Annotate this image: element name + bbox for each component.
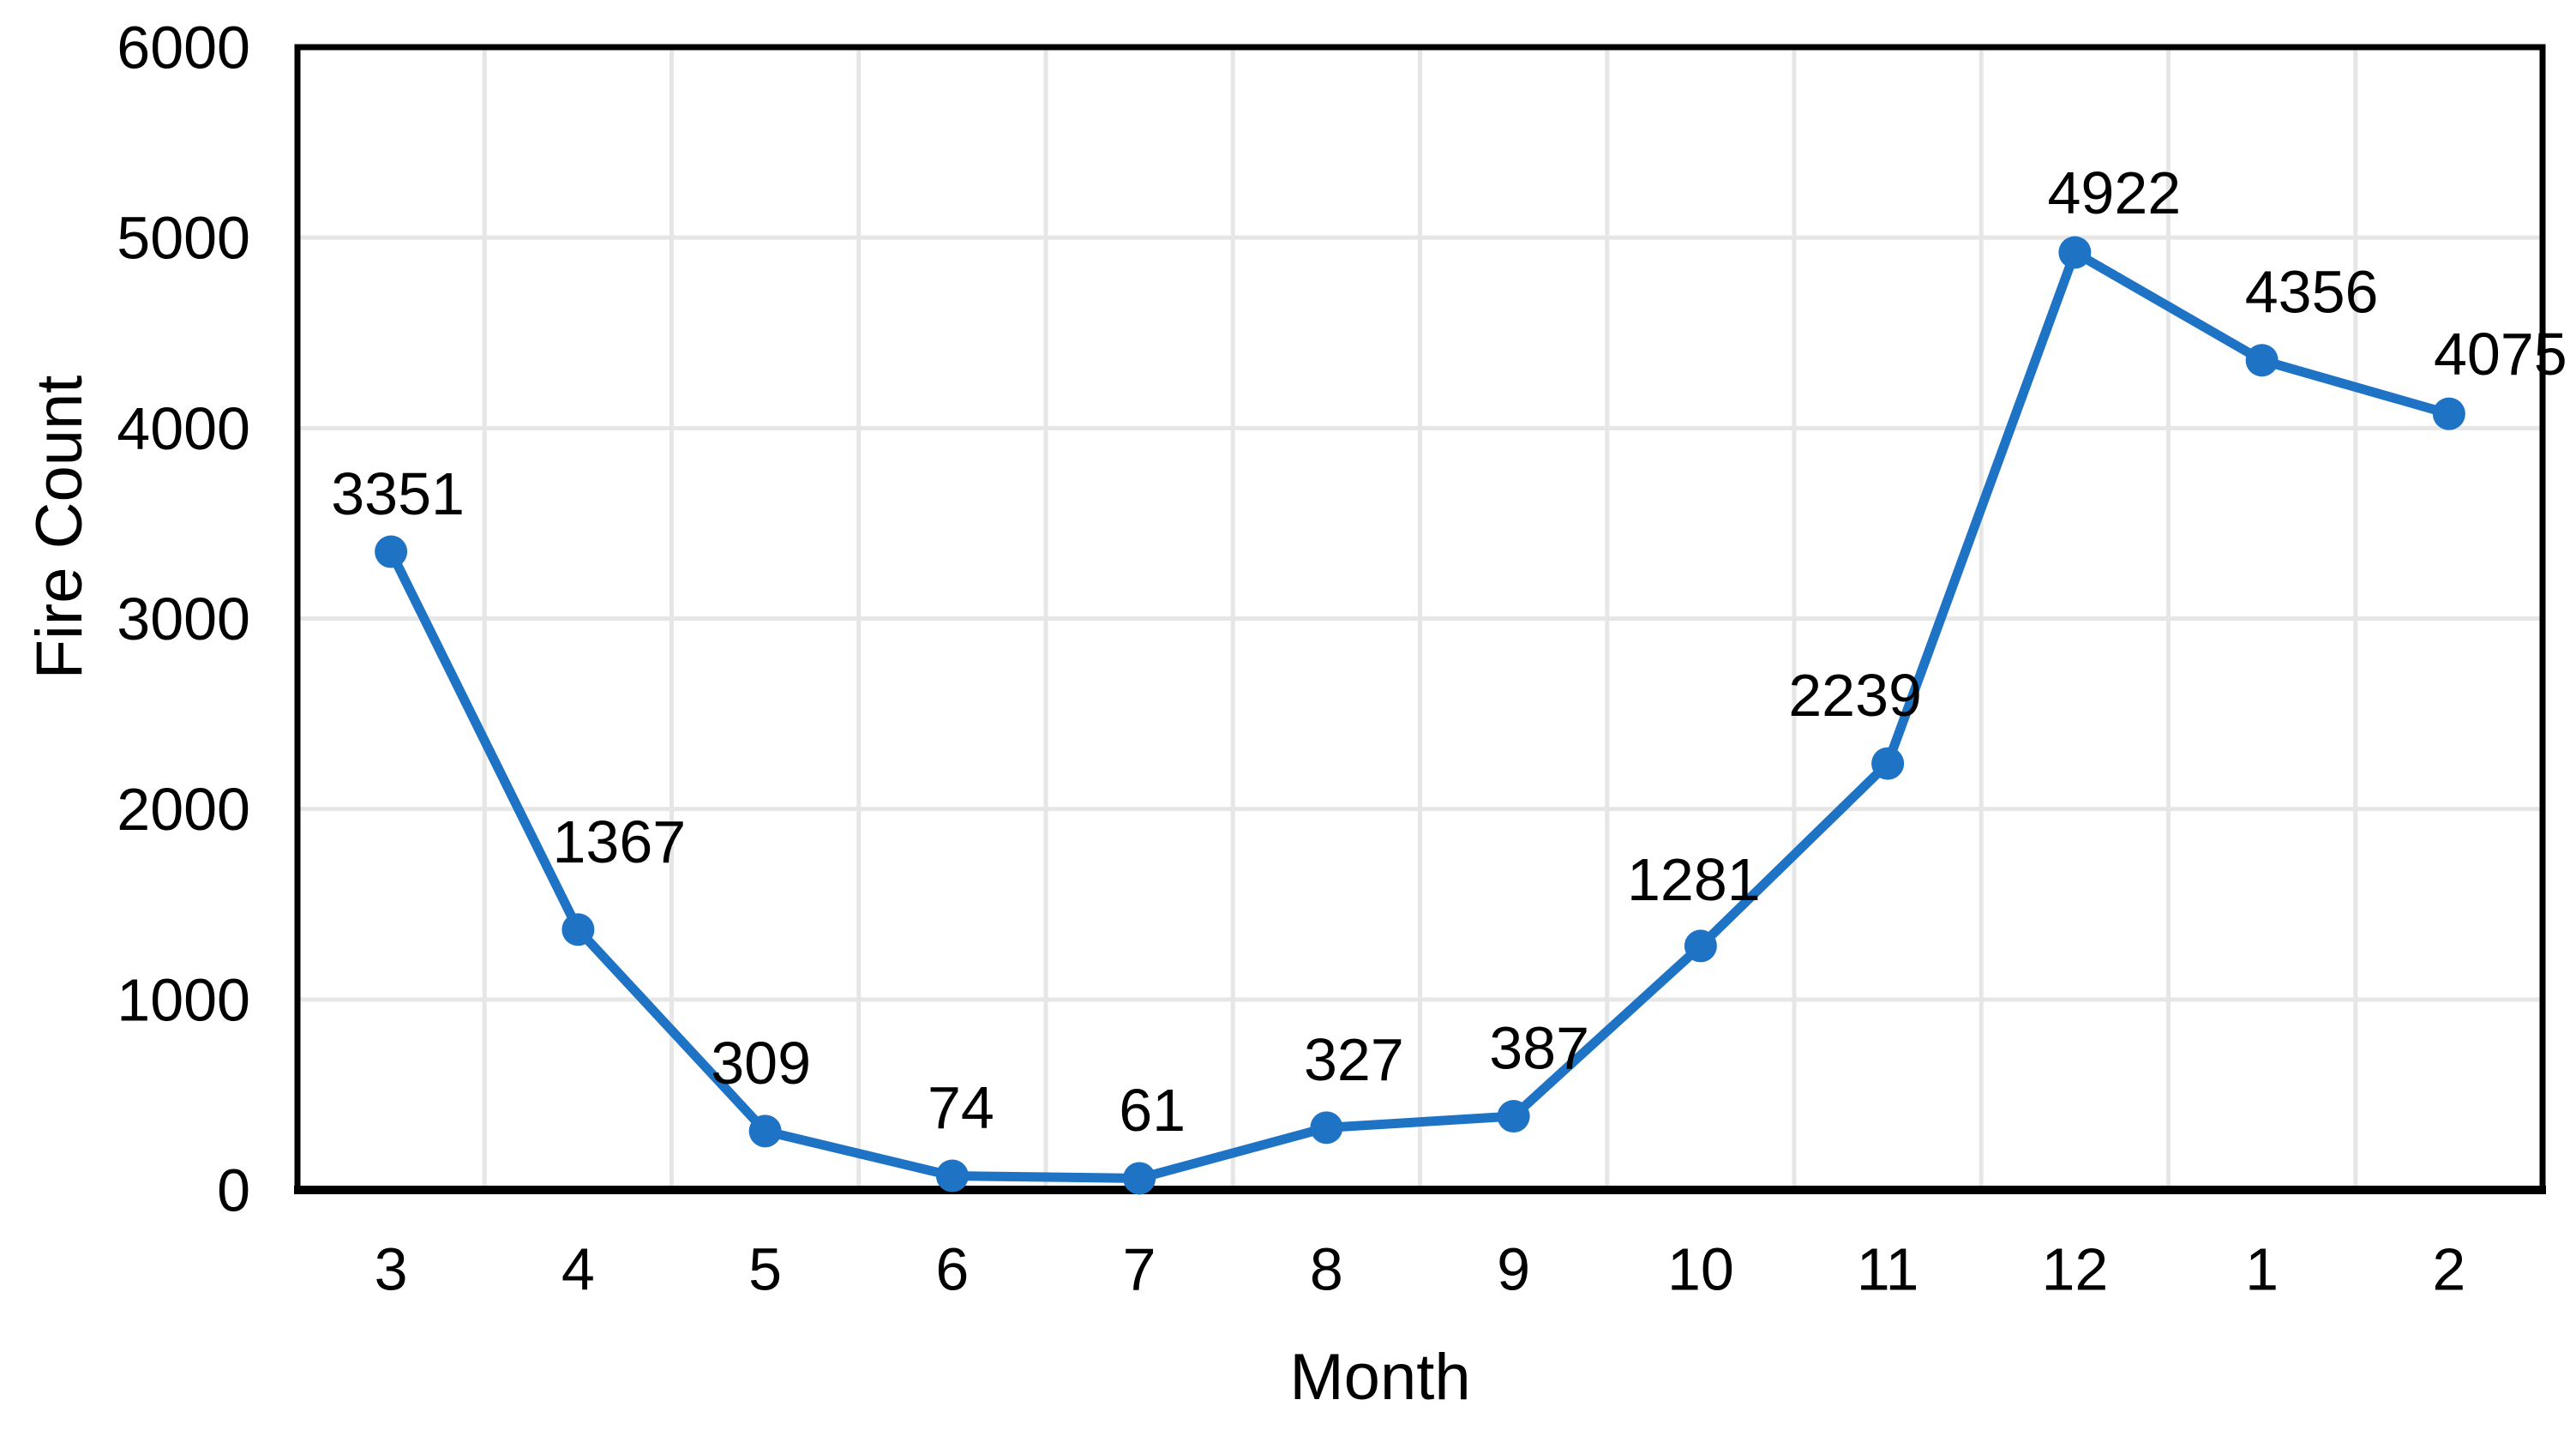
data-label: 4075 <box>2434 321 2567 388</box>
data-label: 309 <box>711 1030 811 1097</box>
data-point <box>561 913 595 946</box>
data-point <box>1310 1111 1343 1145</box>
data-label: 2239 <box>1788 662 1922 729</box>
x-tick-label: 6 <box>935 1236 969 1303</box>
data-label: 4356 <box>2245 259 2379 326</box>
data-point-markers <box>375 236 2465 1195</box>
data-point <box>2245 344 2279 377</box>
x-axis-tick-labels: 3 4 5 6 7 8 9 10 11 12 1 2 <box>375 1236 2466 1303</box>
data-label: 3351 <box>331 460 465 527</box>
y-tick-label: 0 <box>217 1157 250 1224</box>
data-point-labels: 3351 1367 309 74 61 327 387 1281 2239 4922 4356 407… <box>331 159 2567 1144</box>
data-label: 74 <box>928 1074 994 1141</box>
y-tick-label: 4000 <box>117 395 250 462</box>
x-tick-label: 7 <box>1123 1236 1156 1303</box>
data-point <box>1684 929 1717 963</box>
y-tick-label: 6000 <box>117 15 250 81</box>
data-label: 1367 <box>553 808 687 875</box>
data-point <box>2058 236 2092 269</box>
y-tick-label: 1000 <box>117 966 250 1033</box>
x-tick-label: 12 <box>2041 1236 2108 1303</box>
data-label: 61 <box>1119 1077 1186 1144</box>
y-axis-tick-labels: 0 1000 2000 3000 4000 5000 6000 <box>117 15 250 1224</box>
data-point <box>935 1159 969 1193</box>
data-label: 387 <box>1489 1015 1589 1082</box>
series-line <box>386 247 2454 1183</box>
x-tick-label: 9 <box>1497 1236 1530 1303</box>
data-point <box>748 1115 782 1148</box>
data-point <box>1123 1162 1156 1195</box>
data-point <box>375 535 408 568</box>
data-label: 1281 <box>1627 846 1761 913</box>
y-tick-label: 5000 <box>117 205 250 272</box>
x-tick-label: 1 <box>2245 1236 2279 1303</box>
x-tick-label: 2 <box>2432 1236 2465 1303</box>
x-tick-label: 5 <box>748 1236 782 1303</box>
data-label: 4922 <box>2048 159 2182 226</box>
y-axis-title: Fire Count <box>23 376 96 680</box>
x-tick-label: 10 <box>1667 1236 1734 1303</box>
data-point <box>1497 1100 1530 1133</box>
x-tick-label: 4 <box>561 1236 595 1303</box>
data-label: 327 <box>1304 1026 1404 1093</box>
y-tick-label: 3000 <box>117 586 250 652</box>
data-point <box>1871 747 1905 780</box>
y-tick-label: 2000 <box>117 776 250 843</box>
gridlines <box>297 47 2543 1190</box>
x-tick-label: 3 <box>375 1236 408 1303</box>
data-point <box>2432 397 2465 430</box>
x-tick-label: 11 <box>1857 1236 1919 1303</box>
x-tick-label: 8 <box>1310 1236 1343 1303</box>
x-axis-title: Month <box>1289 1341 1470 1414</box>
series-polyline <box>386 247 2454 1183</box>
